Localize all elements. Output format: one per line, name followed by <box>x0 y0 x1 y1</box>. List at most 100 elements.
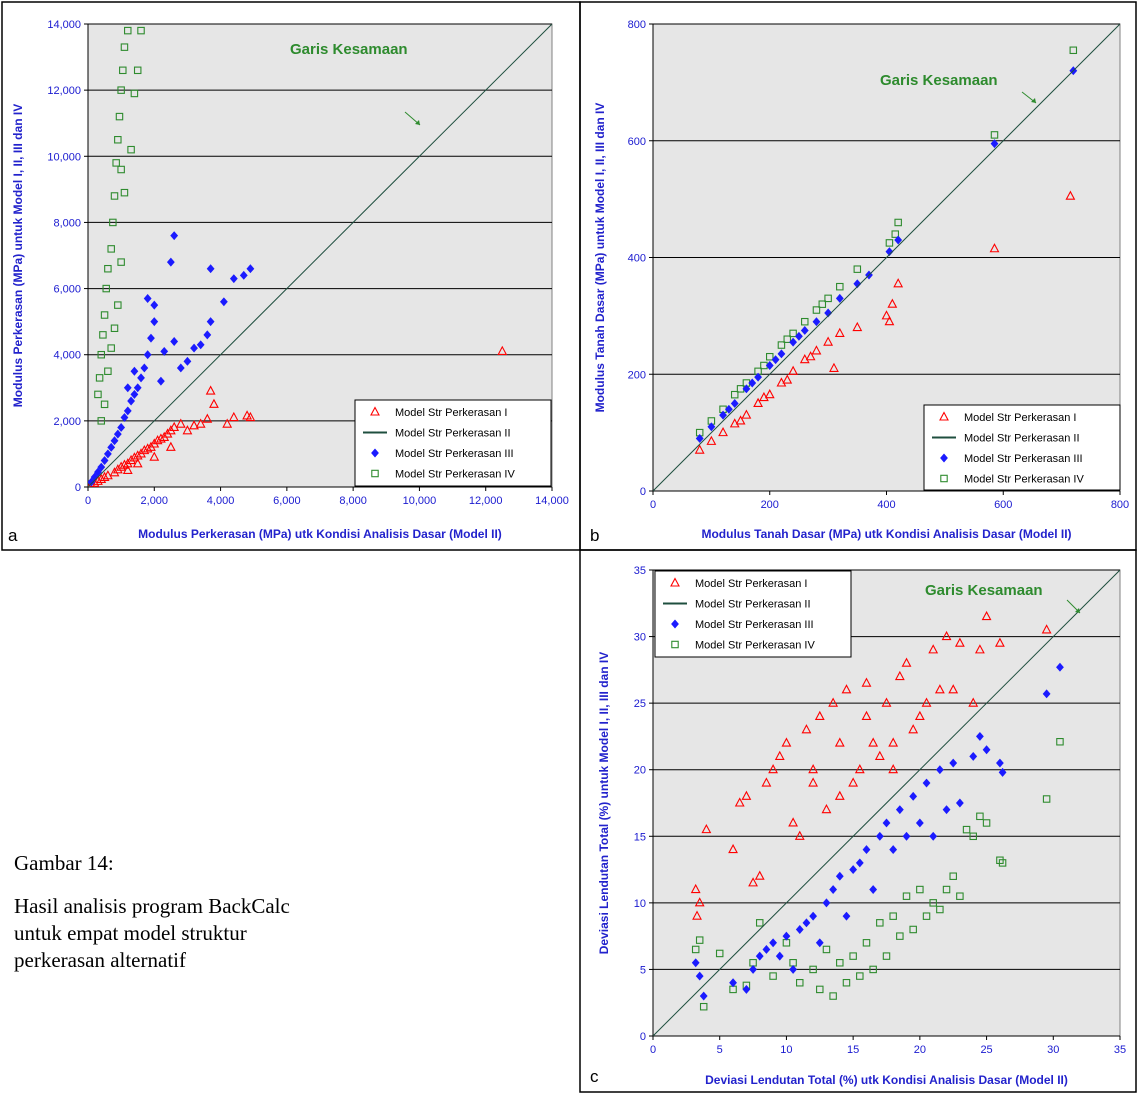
data-point-triangle <box>195 418 206 428</box>
data-point-triangle <box>245 411 256 422</box>
equality-line-annotation: Garis Kesamaan <box>290 41 408 58</box>
legend-diamond-icon <box>371 448 379 458</box>
equality-line-annotation: Garis Kesamaan <box>880 72 998 89</box>
data-point-diamond <box>998 767 1007 777</box>
data-point-diamond <box>996 758 1004 768</box>
panel-letter: b <box>590 526 599 545</box>
caption-line-1: Hasil analisis program BackCalc <box>14 894 290 918</box>
data-point-triangle <box>881 697 892 707</box>
data-point-triangle <box>694 897 705 907</box>
legend-label: Model Str Perkerasan IV <box>695 640 815 652</box>
data-point-diamond <box>719 410 727 420</box>
y-axis-label: Modulus Tanah Dasar (MPa) untuk Model I,… <box>593 103 607 413</box>
data-point-diamond <box>795 331 803 341</box>
data-point-triangle <box>175 418 186 428</box>
data-point-diamond <box>748 378 757 388</box>
data-point-square <box>976 812 984 821</box>
data-point-triangle <box>788 365 799 375</box>
equality-line <box>88 24 552 487</box>
data-point-square <box>956 892 964 900</box>
data-point-diamond <box>824 308 833 318</box>
data-point-diamond <box>150 300 159 310</box>
data-point-diamond <box>94 467 102 477</box>
data-point-triangle <box>861 677 872 687</box>
data-point-square <box>998 859 1007 867</box>
data-point-diamond <box>206 264 215 274</box>
data-point-triangle <box>908 724 919 734</box>
data-point-square <box>100 400 109 409</box>
legend: Model Str Perkerasan I Model Str Perkeras… <box>923 404 1121 491</box>
legend-label: Model Str Perkerasan IV <box>964 474 1084 486</box>
data-point-square <box>107 245 115 253</box>
data-point-triangle <box>139 444 150 455</box>
x-tick-label: 0 <box>650 1044 656 1056</box>
data-point-square <box>110 324 119 333</box>
data-point-diamond <box>809 911 818 921</box>
data-point-square <box>699 1002 708 1011</box>
data-point-triangle <box>788 817 799 827</box>
x-axis-label: Deviasi Lendutan Total (%) utk Kondisi A… <box>705 1073 1068 1087</box>
data-point-square <box>94 390 102 399</box>
x-tick-label: 800 <box>1111 499 1129 511</box>
data-point-diamond <box>120 413 129 423</box>
legend-label: Model Str Perkerasan III <box>695 619 814 631</box>
legend-label: Model Str Perkerasan II <box>395 428 511 440</box>
data-point-triangle <box>718 426 728 437</box>
data-point-square <box>836 282 844 291</box>
chart-a: 0 2,000 4,000 6,000 8,000 10,000 12,000 14,000 0… <box>8 19 569 545</box>
y-tick-label: 12,000 <box>47 85 81 97</box>
legend: Model Str Perkerasan I Model Str Perkeras… <box>654 570 852 658</box>
data-point-triangle <box>948 684 959 694</box>
data-point-square <box>796 978 804 987</box>
data-point-triangle <box>728 843 738 854</box>
data-point-diamond <box>875 831 884 841</box>
data-point-triangle <box>152 435 163 445</box>
x-tick-label: 400 <box>877 499 895 511</box>
y-axis-label: Deviasi Lendutan Total (%) untuk Model I… <box>597 652 611 954</box>
data-point-triangle <box>854 764 865 774</box>
data-point-triangle <box>88 479 96 487</box>
data-point-square <box>730 390 739 399</box>
data-point-square <box>777 341 786 349</box>
data-point-triangle <box>994 637 1005 647</box>
data-point-square <box>755 919 764 927</box>
data-point-square <box>117 86 125 94</box>
data-point-diamond <box>691 958 700 968</box>
data-point-diamond <box>929 831 938 841</box>
y-tick-label: 2,000 <box>53 416 81 428</box>
data-point-triangle <box>861 710 872 721</box>
data-point-triangle <box>497 345 508 355</box>
data-point-diamond <box>157 376 165 386</box>
legend-triangle-icon <box>939 411 949 421</box>
data-point-triangle <box>692 910 702 920</box>
equality-line <box>653 24 1120 491</box>
data-point-triangle <box>848 777 859 787</box>
data-point-triangle <box>884 316 895 326</box>
data-point-triangle <box>821 803 832 814</box>
data-point-diamond <box>123 383 132 393</box>
data-point-diamond <box>795 925 804 934</box>
data-point-diamond <box>800 326 809 335</box>
data-point-triangle <box>893 278 904 288</box>
equality-line-annotation: Garis Kesamaan <box>925 582 1043 599</box>
data-point-diamond <box>889 845 898 855</box>
legend-diamond-icon <box>940 453 948 463</box>
data-point-diamond <box>765 361 774 370</box>
data-point-diamond <box>771 355 780 365</box>
data-point-diamond <box>755 951 764 961</box>
data-point-square <box>789 329 797 338</box>
data-point-diamond <box>113 429 122 439</box>
data-point-triangle <box>921 697 932 707</box>
panel-frame-c <box>579 549 1137 1093</box>
data-point-triangle <box>834 327 845 337</box>
data-point-square <box>1069 46 1078 55</box>
data-point-triangle <box>874 750 885 760</box>
data-point-square <box>104 367 112 375</box>
data-point-square <box>114 301 122 309</box>
x-tick-label: 6,000 <box>273 495 301 507</box>
data-point-square <box>882 952 891 960</box>
data-point-diamond <box>749 964 757 974</box>
data-point-triangle <box>781 737 792 747</box>
data-point-square <box>816 985 824 994</box>
y-tick-label: 400 <box>628 253 646 265</box>
